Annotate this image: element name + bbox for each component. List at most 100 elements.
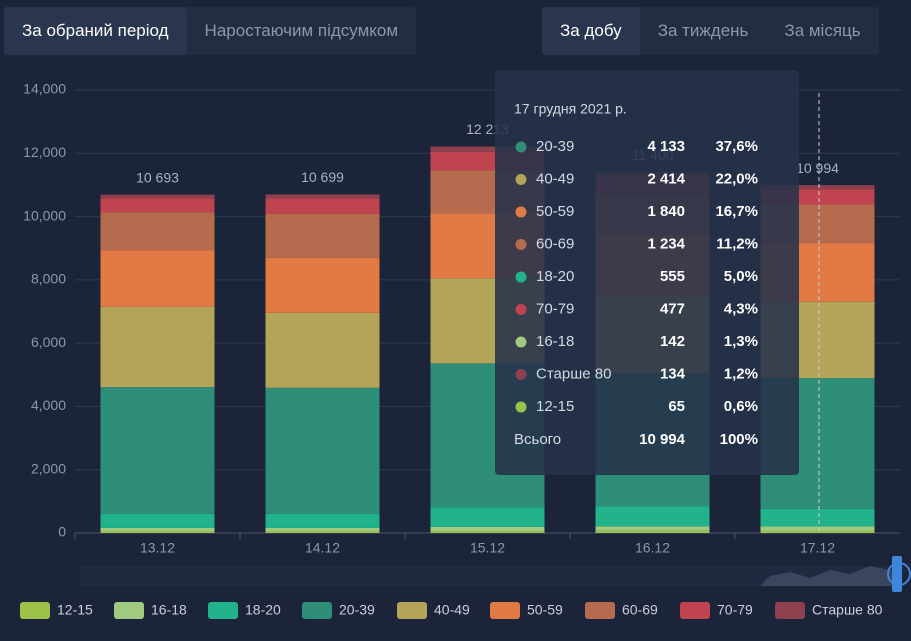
y-tick-label: 4,000 bbox=[31, 397, 66, 413]
total-label: 10 699 bbox=[301, 169, 344, 185]
y-tick-label: 10,000 bbox=[23, 207, 66, 223]
tooltip-total-name: Всього bbox=[514, 431, 561, 448]
bar-segment bbox=[760, 508, 875, 527]
toggle-button[interactable]: За тиждень bbox=[657, 21, 749, 40]
tooltip-value: 4 133 bbox=[647, 138, 685, 155]
tooltip-share: 37,6% bbox=[715, 138, 758, 155]
legend-swatch bbox=[208, 602, 238, 619]
legend-label: Старше 80 bbox=[812, 602, 883, 618]
legend-swatch bbox=[585, 602, 615, 619]
bar-segment bbox=[430, 531, 545, 533]
tooltip-total-value: 10 994 bbox=[639, 431, 686, 448]
bar-segment bbox=[100, 194, 215, 199]
bar-segment bbox=[100, 198, 215, 213]
legend-label: 70-79 bbox=[717, 602, 753, 618]
bar-segment bbox=[430, 507, 545, 527]
bar-segment bbox=[100, 531, 215, 533]
tooltip-share: 5,0% bbox=[724, 268, 758, 285]
bar-segment bbox=[100, 306, 215, 388]
y-tick-label: 6,000 bbox=[31, 334, 66, 350]
bar-segment bbox=[265, 257, 380, 313]
bar-segment bbox=[265, 531, 380, 533]
legend-label: 16-18 bbox=[151, 602, 187, 618]
legend-swatch bbox=[680, 602, 710, 619]
y-tick-label: 14,000 bbox=[23, 81, 66, 97]
tooltip-share: 11,2% bbox=[716, 235, 758, 252]
tooltip: 17 грудня 2021 р. 20-39 4 133 37,6% 40-49 2 … bbox=[495, 70, 799, 475]
tooltip-value: 134 bbox=[660, 365, 686, 382]
bar-segment bbox=[100, 250, 215, 307]
bar-segment bbox=[595, 506, 710, 527]
slider-spark bbox=[80, 566, 900, 586]
legend-label: 40-49 bbox=[434, 602, 470, 618]
tooltip-name: 60-69 bbox=[536, 235, 574, 252]
tooltip-share: 1,2% bbox=[724, 365, 758, 382]
x-tick-label: 14.12 bbox=[305, 540, 340, 556]
legend-swatch bbox=[775, 602, 805, 619]
x-tick-label: 16.12 bbox=[635, 540, 670, 556]
legend-label: 18-20 bbox=[245, 602, 281, 618]
y-tick-label: 8,000 bbox=[31, 271, 66, 287]
bar-segment bbox=[760, 530, 875, 533]
bar-segment bbox=[265, 513, 380, 528]
tooltip-value: 1 840 bbox=[647, 203, 685, 220]
x-tick-label: 13.12 bbox=[140, 540, 175, 556]
bar-segment bbox=[265, 312, 380, 388]
tooltip-dot bbox=[515, 206, 527, 218]
period-toggle: За обраний період Наростаючим підсумком bbox=[4, 7, 417, 55]
x-tick-label: 15.12 bbox=[470, 540, 505, 556]
tooltip-value: 1 234 bbox=[647, 235, 685, 252]
legend-label: 12-15 bbox=[57, 602, 93, 618]
slider-knob[interactable] bbox=[887, 562, 911, 586]
y-tick-label: 2,000 bbox=[31, 460, 66, 476]
bar-segment bbox=[430, 146, 545, 152]
tooltip-name: 18-20 bbox=[536, 268, 574, 285]
tooltip-dot bbox=[515, 369, 527, 380]
tooltip-title: 17 грудня 2021 р. bbox=[514, 101, 627, 117]
tooltip-name: 50-59 bbox=[536, 203, 574, 220]
tooltip-name: 16-18 bbox=[536, 333, 574, 350]
toggle-button[interactable]: Наростаючим підсумком bbox=[204, 21, 399, 40]
tooltip-value: 555 bbox=[660, 268, 685, 285]
y-tick-label: 0 bbox=[58, 524, 66, 540]
tooltip-name: 70-79 bbox=[536, 300, 574, 317]
tooltip-dot bbox=[515, 271, 527, 283]
bar-segment bbox=[265, 387, 380, 514]
legend-swatch bbox=[397, 602, 427, 619]
bar-segment bbox=[760, 526, 875, 531]
bar-segment bbox=[595, 530, 710, 533]
bar-segment bbox=[265, 213, 380, 258]
toggle-button[interactable]: За обраний період bbox=[4, 7, 187, 55]
tooltip-name: 20-39 bbox=[536, 138, 574, 155]
tooltip-dot bbox=[515, 141, 527, 153]
tooltip-name: Старше 80 bbox=[536, 365, 611, 382]
tooltip-value: 477 bbox=[660, 300, 685, 317]
tooltip-share: 22,0% bbox=[715, 170, 758, 187]
legend: 12-15 16-18 18-20 20-39 40-49 50-59 60-69 70-79… bbox=[20, 602, 883, 619]
tooltip-share: 1,3% bbox=[724, 333, 758, 350]
legend-swatch bbox=[114, 602, 144, 619]
total-label: 10 994 bbox=[796, 160, 839, 176]
bar-segment bbox=[100, 212, 215, 251]
legend-swatch bbox=[20, 602, 50, 619]
tooltip-value: 65 bbox=[668, 398, 685, 415]
tooltip-name: 40-49 bbox=[536, 170, 574, 187]
bar-segment bbox=[760, 185, 875, 190]
bar-segment bbox=[595, 526, 710, 531]
tooltip-box bbox=[495, 70, 799, 475]
bar-segment bbox=[265, 527, 380, 532]
tooltip-name: 12-15 bbox=[536, 398, 574, 415]
legend-swatch bbox=[490, 602, 520, 619]
zoom-slider[interactable] bbox=[80, 556, 911, 592]
range-toggle: За добу За тиждень За місяць bbox=[542, 7, 879, 55]
tooltip-share: 16,7% bbox=[715, 203, 758, 220]
tooltip-total-share: 100% bbox=[720, 431, 758, 448]
bar-segment bbox=[265, 198, 380, 214]
toggle-button[interactable]: За добу bbox=[542, 7, 640, 55]
legend-label: 60-69 bbox=[622, 602, 658, 618]
tooltip-share: 4,3% bbox=[724, 300, 758, 317]
bar-segment bbox=[430, 526, 545, 532]
toggle-button[interactable]: За місяць bbox=[784, 21, 861, 40]
slider-handle[interactable] bbox=[892, 556, 902, 592]
